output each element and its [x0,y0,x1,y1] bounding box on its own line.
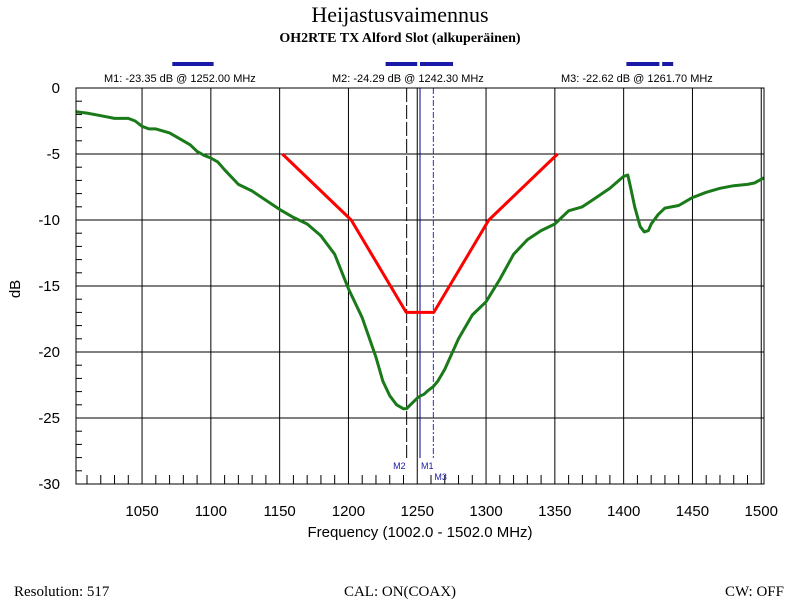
marker-tag-m3: M3 [434,472,447,482]
x-tick-label: 1250 [401,503,434,520]
y-tick-label: -25 [38,410,60,427]
x-tick-label: 1200 [332,503,365,520]
series-mask-line [281,152,559,314]
x-tick-label: 1450 [676,503,709,520]
top-bars [172,62,674,66]
x-tick-label: 1300 [469,503,502,520]
y-tick-labels: 0 -5 -10 -15 -20 -25 -30 [38,80,60,493]
marker-readout-m1: M1: -23.35 dB @ 1252.00 MHz [104,73,256,85]
x-tick-label: 1500 [745,503,778,520]
footer-cw: CW: OFF [725,584,784,600]
x-tick-label: 1350 [538,503,571,520]
chart-title: Heijastusvaimennus [311,2,488,27]
y-tick-label: -15 [38,278,60,295]
marker-labels: M1: -23.35 dB @ 1252.00 MHz M2: -24.29 dB… [104,73,713,85]
y-tick-label: 0 [52,80,60,97]
chart-subtitle: OH2RTE TX Alford Slot (alkuperäinen) [279,31,521,46]
y-tick-label: -30 [38,476,60,493]
marker-readout-m3: M3: -22.62 dB @ 1261.70 MHz [561,73,713,85]
segment-bar [385,62,418,66]
series-measurement-line [75,110,765,411]
footer-resolution: Resolution: 517 [14,584,110,600]
x-axis-label: Frequency (1002.0 - 1502.0 MHz) [307,524,532,541]
x-tick-label: 1400 [607,503,640,520]
footer-cal: CAL: ON(COAX) [344,584,456,600]
segment-bar [626,62,660,66]
marker-tag-m1: M1 [421,461,434,471]
x-tick-labels: 1050 1100 1150 1200 1250 1300 1350 1400 1450 1500 [125,503,778,520]
x-tick-label: 1100 [195,503,227,520]
x-tick-label: 1050 [125,503,158,520]
y-tick-label: -10 [38,212,60,229]
marker-readout-m2: M2: -24.29 dB @ 1242.30 MHz [332,73,484,85]
series-layer [75,110,765,411]
segment-bar [662,62,674,66]
segment-bar [172,62,214,66]
y-tick-label: -5 [47,146,60,163]
y-tick-label: -20 [38,344,60,361]
minor-ticks [76,100,748,484]
y-axis-label: dB [7,280,24,298]
segment-bar [420,62,454,66]
marker-tag-m2: M2 [393,461,406,471]
plot-frame [75,87,765,485]
x-tick-label: 1150 [264,503,296,520]
